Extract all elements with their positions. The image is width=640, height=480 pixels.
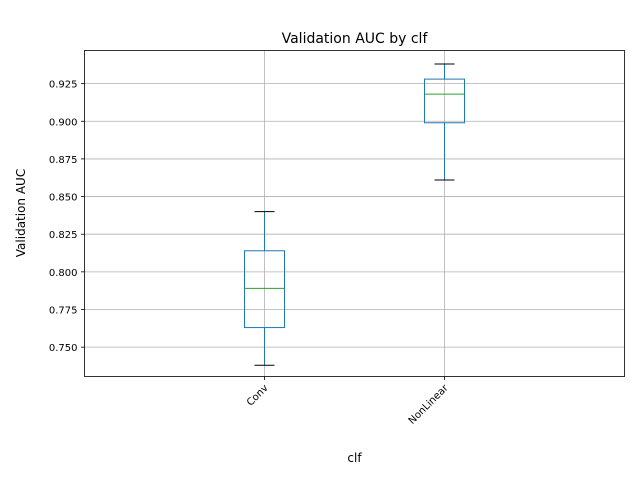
x-tick-label: Conv <box>245 383 271 409</box>
y-tick-label: 0.900 <box>49 117 78 128</box>
x-axis-label: clf <box>347 451 362 465</box>
y-tick-label: 0.750 <box>49 343 78 354</box>
chart-title: Validation AUC by clf <box>282 31 429 47</box>
y-tick-label: 0.775 <box>49 305 78 316</box>
box-iqr <box>244 250 285 329</box>
plot-frame <box>84 50 625 377</box>
y-tick-label: 0.925 <box>49 80 78 91</box>
y-tick-label: 0.875 <box>49 155 78 166</box>
y-axis-label: Validation AUC <box>14 169 28 257</box>
y-tick-label: 0.825 <box>49 230 78 241</box>
y-tick-label: 0.850 <box>49 193 78 204</box>
x-tick-label: NonLinear <box>407 382 451 426</box>
box-iqr <box>424 78 465 124</box>
y-tick-label: 0.800 <box>49 268 78 279</box>
